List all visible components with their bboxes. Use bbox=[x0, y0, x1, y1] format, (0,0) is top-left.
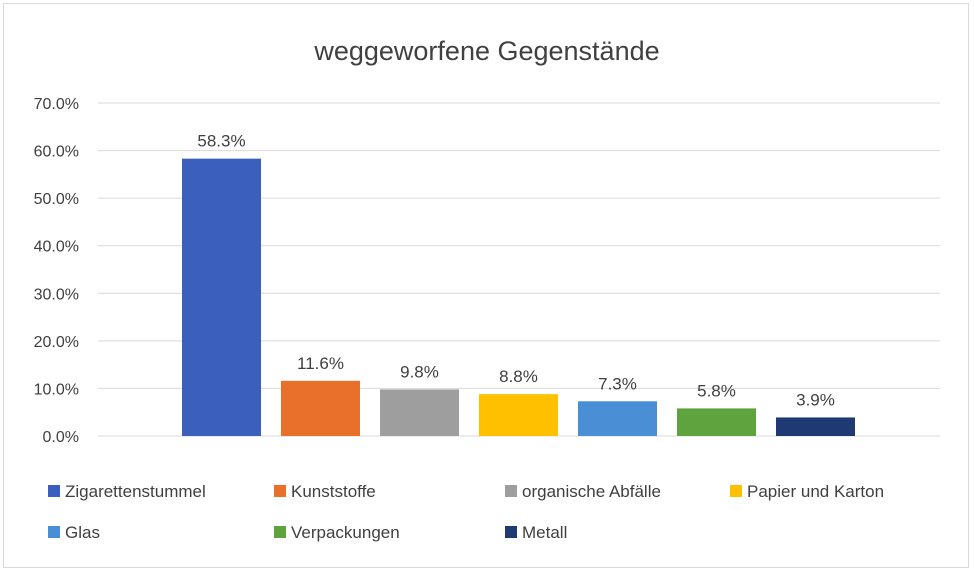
y-tick-label: 40.0% bbox=[34, 239, 79, 256]
data-label: 5.8% bbox=[697, 381, 736, 400]
data-label: 7.3% bbox=[598, 374, 637, 393]
bar-organische-abfälle bbox=[380, 389, 459, 436]
data-label: 58.3% bbox=[197, 132, 245, 151]
legend-label: Kunststoffe bbox=[291, 482, 376, 501]
data-label: 9.8% bbox=[400, 362, 439, 381]
legend-swatch bbox=[505, 526, 517, 538]
legend-label: Zigarettenstummel bbox=[65, 482, 206, 501]
data-label: 8.8% bbox=[499, 367, 538, 386]
bar-metall bbox=[776, 417, 855, 436]
bar-glas bbox=[578, 401, 657, 436]
bars bbox=[182, 158, 855, 436]
legend: Zigarettenstummel Kunststoffe organische A… bbox=[48, 482, 884, 542]
chart-title: weggeworfene Gegenstände bbox=[313, 36, 659, 66]
data-labels: 58.3% 11.6% 9.8% 8.8% 7.3% 5.8% 3.9% bbox=[197, 132, 834, 410]
legend-swatch bbox=[505, 485, 517, 497]
y-tick-label: 20.0% bbox=[34, 334, 79, 351]
legend-swatch bbox=[730, 485, 742, 497]
data-label: 3.9% bbox=[796, 390, 835, 409]
y-axis-tick-labels: 0.0% 10.0% 20.0% 30.0% 40.0% 50.0% 60.0% 70.0% bbox=[34, 96, 79, 446]
y-tick-label: 30.0% bbox=[34, 286, 79, 303]
legend-swatch bbox=[274, 526, 286, 538]
bar-papier-und-karton bbox=[479, 394, 558, 436]
legend-swatch bbox=[274, 485, 286, 497]
bar-verpackungen bbox=[677, 408, 756, 436]
chart-frame: weggeworfene Gegenstände 0.0% 10.0% 20.0% 3… bbox=[3, 3, 969, 568]
y-tick-label: 0.0% bbox=[43, 429, 79, 446]
legend-label: Metall bbox=[522, 523, 567, 542]
legend-label: Verpackungen bbox=[291, 523, 400, 542]
legend-label: organische Abfälle bbox=[522, 482, 661, 501]
bar-kunststoffe bbox=[281, 380, 360, 436]
chart-canvas: weggeworfene Gegenstände 0.0% 10.0% 20.0% 3… bbox=[34, 36, 940, 542]
bar-zigarettenstummel bbox=[182, 158, 261, 436]
data-label: 11.6% bbox=[297, 354, 344, 373]
y-tick-label: 60.0% bbox=[34, 144, 79, 161]
legend-label: Papier und Karton bbox=[747, 482, 884, 501]
legend-swatch bbox=[48, 526, 60, 538]
y-tick-label: 10.0% bbox=[34, 381, 79, 398]
legend-label: Glas bbox=[65, 523, 100, 542]
legend-swatch bbox=[48, 485, 60, 497]
y-tick-label: 70.0% bbox=[34, 96, 79, 113]
y-tick-label: 50.0% bbox=[34, 191, 79, 208]
